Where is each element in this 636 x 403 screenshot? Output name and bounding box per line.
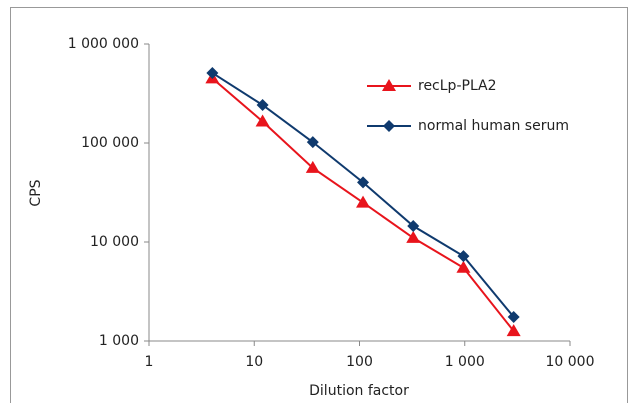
x-tick-label: 1 000 [445,354,485,370]
marker [407,220,420,233]
marker [456,260,471,273]
marker [506,324,521,337]
marker [357,176,370,189]
x-tick-label: 10 [245,354,263,370]
marker [382,79,396,91]
series-line [211,72,515,318]
y-tick-label: 100 000 [81,135,139,151]
marker [305,160,320,173]
legend-label: recLp-PLA2 [418,78,497,94]
marker [306,136,319,149]
x-axis-label: Dilution factor [309,383,409,399]
marker [383,120,395,132]
x-tick-label: 100 [346,354,373,370]
x-tick-label: 10 000 [546,354,595,370]
marker [255,114,270,127]
marker [356,195,371,208]
marker [256,99,269,112]
y-tick-label: 1 000 [99,333,139,349]
y-tick-label: 1 000 000 [68,36,139,52]
marker [457,250,470,263]
marker [406,230,421,243]
marker [507,310,520,323]
x-tick-label: 1 [145,354,154,370]
chart-frame [10,7,628,403]
y-tick-label: 10 000 [90,234,139,250]
y-axis-label: CPS [28,179,44,206]
marker [206,66,219,79]
legend-label: normal human serum [418,118,569,134]
